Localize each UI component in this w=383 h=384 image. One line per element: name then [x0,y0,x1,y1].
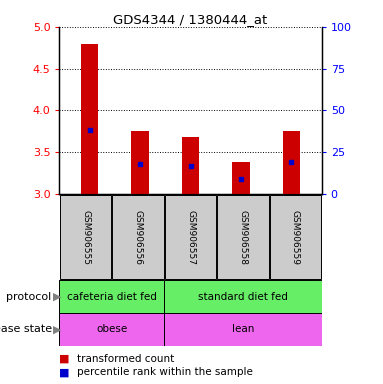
Text: ▶: ▶ [53,324,62,334]
Bar [59,313,164,346]
Text: GSM906558: GSM906558 [239,210,247,265]
Text: ▶: ▶ [53,291,62,302]
Text: GSM906559: GSM906559 [291,210,300,265]
Bar [112,195,164,280]
Title: GDS4344 / 1380444_at: GDS4344 / 1380444_at [113,13,268,26]
Bar [59,280,164,313]
Bar [164,313,322,346]
Bar [165,195,216,280]
Text: lean: lean [232,324,254,334]
Text: GSM906555: GSM906555 [81,210,90,265]
Bar [232,162,250,194]
Text: obese: obese [96,324,128,334]
Text: protocol: protocol [7,291,52,302]
Bar [182,137,200,194]
Bar [283,131,300,194]
Text: cafeteria diet fed: cafeteria diet fed [67,291,157,302]
Bar [217,195,269,280]
Bar [164,280,322,313]
Text: GSM906557: GSM906557 [186,210,195,265]
Text: disease state: disease state [0,324,52,334]
Text: transformed count: transformed count [77,354,174,364]
Bar [131,131,149,194]
Bar [81,44,98,194]
Text: ■: ■ [59,367,70,377]
Text: standard diet fed: standard diet fed [198,291,288,302]
Text: percentile rank within the sample: percentile rank within the sample [77,367,252,377]
Bar [270,195,321,280]
Bar [60,195,111,280]
Text: GSM906556: GSM906556 [134,210,142,265]
Text: ■: ■ [59,354,70,364]
